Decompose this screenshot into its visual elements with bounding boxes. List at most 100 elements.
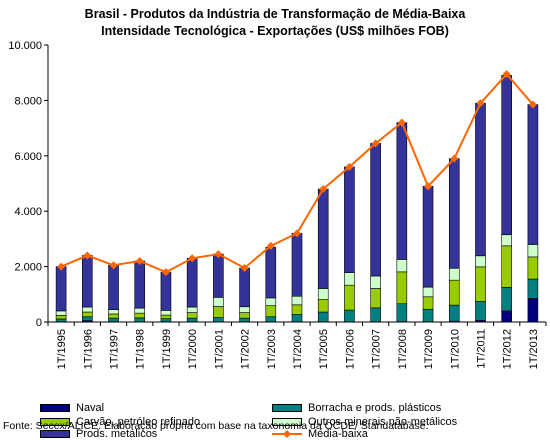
- point-media-baixa-15: [450, 154, 459, 163]
- x-tick-label: 1T/2011: [475, 329, 487, 369]
- x-tick-label: 1T/2007: [371, 329, 383, 369]
- x-tick-label: 1T/2000: [187, 329, 199, 369]
- bar-prods-6: [213, 253, 224, 298]
- bar-borracha-13: [396, 303, 408, 323]
- x-tick-label: 1T/2004: [292, 329, 304, 369]
- bar-carvo-9: [291, 304, 303, 315]
- y-tick-label: 6.000: [14, 151, 42, 163]
- legend-label-borracha: Borracha e prods. plásticos: [308, 402, 442, 414]
- bar-naval-18: [527, 298, 539, 323]
- point-media-baixa-10: [319, 185, 328, 194]
- bar-carvo-17: [501, 245, 512, 288]
- x-tick-label: 1T/2005: [318, 329, 330, 369]
- y-tick-label: 2.000: [14, 262, 42, 274]
- point-media-baixa-13: [397, 118, 406, 127]
- bar-prods-13: [396, 122, 408, 260]
- bar-outros-14: [422, 286, 434, 298]
- bar-outros-15: [448, 267, 460, 281]
- legend-swatch-outros: [272, 418, 302, 427]
- point-media-baixa-1: [83, 251, 92, 260]
- point-media-baixa-3: [135, 257, 144, 266]
- bar-borracha-8: [265, 316, 277, 323]
- x-tick-label: 1T/1998: [135, 329, 147, 369]
- x-tick-label: 1T/2010: [449, 329, 461, 369]
- bar-carvo-6: [213, 306, 224, 318]
- bar-prods-4: [160, 271, 172, 311]
- legend-item-borracha: Borracha e prods. plásticos: [272, 402, 441, 414]
- point-media-baixa-14: [424, 182, 433, 191]
- bar-carvo-4: [160, 314, 172, 319]
- bar-carvo-8: [265, 305, 277, 318]
- x-tick-label: 1T/2013: [528, 329, 540, 369]
- legend-label-media-baixa: Média-baixa: [308, 428, 368, 440]
- bar-prods-7: [239, 267, 250, 308]
- x-tick-label: 1T/1995: [56, 329, 68, 369]
- legend-swatch-borracha: [272, 404, 302, 413]
- legend-item-media-baixa: Média-baixa: [272, 428, 368, 440]
- bar-borracha-12: [370, 307, 381, 323]
- bar-carvo-13: [396, 271, 408, 305]
- bar-prods-9: [291, 233, 303, 297]
- bar-prods-3: [134, 260, 146, 309]
- bar-outros-5: [186, 306, 198, 313]
- legend-label-metalicos: Prods. metálicos: [76, 428, 158, 440]
- bar-outros-12: [370, 275, 381, 289]
- legend-item-outros: Outros minerais não-metálicos: [272, 416, 457, 428]
- bar-borracha-11: [344, 309, 355, 323]
- bar-prods-0: [55, 266, 67, 312]
- bar-prods-14: [422, 185, 434, 288]
- point-media-baixa-4: [161, 268, 170, 277]
- bar-naval-17: [501, 310, 512, 323]
- bar-borracha-1: [82, 316, 93, 321]
- point-media-baixa-8: [266, 241, 275, 250]
- x-tick-label: 1T/2006: [344, 329, 356, 369]
- bar-carvo-11: [344, 284, 355, 311]
- bar-borracha-2: [108, 317, 119, 323]
- bar-borracha-9: [291, 314, 303, 323]
- y-tick-label: 8.000: [14, 95, 42, 107]
- y-tick-label: 10.000: [8, 40, 42, 52]
- bar-borracha-7: [239, 317, 250, 323]
- legend-swatch-metalicos: [40, 430, 70, 439]
- point-media-baixa-9: [293, 229, 301, 238]
- x-tick-label: 1T/2008: [397, 329, 409, 369]
- bar-outros-1: [82, 306, 93, 313]
- bar-carvo-10: [317, 299, 329, 313]
- legend-label-carvao: Carvão, petróleo refinado: [76, 416, 201, 428]
- bar-outros-17: [501, 234, 512, 247]
- bar-carvo-5: [186, 312, 198, 319]
- bar-borracha-4: [160, 318, 172, 323]
- bar-outros-10: [317, 288, 329, 300]
- bar-outros-8: [265, 297, 277, 306]
- legend-label-naval: Naval: [76, 402, 105, 414]
- bar-prods-10: [317, 188, 329, 289]
- bar-outros-11: [344, 272, 355, 286]
- bar-carvo-18: [527, 256, 539, 280]
- bar-borracha-3: [134, 317, 146, 323]
- bar-prods-17: [501, 75, 512, 236]
- bar-prods-18: [527, 104, 539, 245]
- bar-prods-16: [475, 102, 486, 257]
- bar-borracha-0: [55, 318, 67, 323]
- bar-carvo-1: [82, 311, 93, 318]
- point-media-baixa-5: [188, 254, 197, 263]
- bar-outros-16: [475, 255, 486, 268]
- bar-carvo-0: [55, 315, 67, 320]
- point-media-baixa-17: [502, 70, 511, 79]
- bar-borracha-6: [213, 317, 224, 323]
- bar-carvo-16: [475, 266, 486, 302]
- bar-carvo-2: [108, 313, 119, 319]
- bar-carvo-15: [448, 279, 460, 306]
- legend-item-metalicos: Prods. metálicos: [40, 428, 157, 440]
- x-tick-label: 1T/2002: [240, 329, 252, 369]
- point-media-baixa-16: [476, 99, 485, 108]
- bar-outros-9: [291, 295, 303, 306]
- bar-prods-1: [82, 255, 93, 308]
- bar-prods-8: [265, 246, 277, 299]
- bar-prods-5: [186, 257, 198, 308]
- x-tick-label: 1T/2012: [502, 329, 514, 369]
- bar-outros-6: [213, 297, 224, 307]
- bar-carvo-7: [239, 312, 250, 319]
- y-tick-label: 0: [36, 317, 42, 329]
